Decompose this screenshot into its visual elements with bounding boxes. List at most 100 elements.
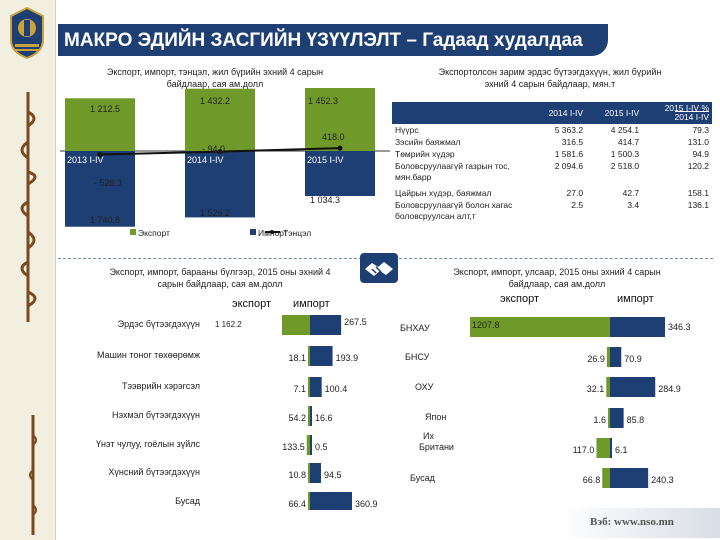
export-bar [308,377,310,397]
country-label: Их [423,431,434,441]
row-value: 94.9 [692,149,709,159]
commodity-label: Тээврийн хэрэгсэл [122,381,200,391]
trade-balance-chart: 2013 I-IV 2014 I-IV 2015 I-IV 1 212.5 1 432.… [60,88,390,238]
table-header-empty [392,102,530,125]
export-value-label: 1.6 [593,415,606,425]
legend-swatch [130,229,136,235]
export-bar [308,346,310,366]
country-label: БНХАУ [400,323,430,333]
chart3-title: Экспорт, импорт, барааны бүлгээр, 2015 о… [109,267,331,289]
import-bar [305,151,375,196]
row-value: 3.4 [627,200,640,210]
row-value: 42.7 [622,188,640,198]
export-bar [602,468,610,488]
export-bar [308,463,310,483]
import-bar [610,347,622,367]
import-bar [185,151,255,218]
export-bar [65,98,135,151]
import-value-label: 1 034.3 [310,195,340,205]
balance-point [337,145,343,151]
import-value-label: 94.5 [324,470,342,480]
import-value-label: 360.9 [355,499,378,509]
title-bar [58,24,608,56]
legend-swatch [250,229,256,235]
row-value: 5 363.2 [554,125,584,135]
row-name: Нүүрс [395,125,419,135]
table-title: Экспортолсон зарим эрдэс бүтээгдэхүүн, ж… [438,67,662,89]
footer-url: Вэб: www.nso.mn [590,516,674,528]
export-bar [185,88,255,151]
export-value-label: 133.5 [282,442,305,452]
pct-sign: % [701,103,709,113]
country-label: Бусад [410,473,436,483]
chart4-export-legend: экспорт [500,293,540,305]
row-value: 2 094.6 [554,161,584,171]
row-value: 4 254.1 [610,125,640,135]
commodity-label: Бусад [175,496,201,506]
import-bar [610,468,649,488]
export-bar [596,438,610,458]
balance-value-label: - 94.0 [202,144,225,154]
import-value-label: 284.9 [658,384,681,394]
export-bar [282,315,310,335]
import-value-label: 100.4 [325,384,348,394]
export-value-label: 32.1 [587,384,605,394]
export-value-label: 66.8 [583,475,601,485]
chart3-import-legend: импорт [293,298,330,310]
import-value-label: 0.5 [315,442,328,452]
table-body: Нүүрс 5 363.2 4 254.1 79.3 Зэсийн баяжмал 316… [392,124,712,227]
row-value: 1 581.6 [554,149,584,159]
import-value-label: 85.8 [627,415,645,425]
export-value-label: 54.2 [288,413,306,423]
import-bar [310,377,322,397]
row-value: 2.5 [571,200,584,210]
table-row: Боловсруулаагүй газрын тос, мян.барр 2 09… [392,160,712,188]
handshake-icon [360,253,398,283]
row-value: 1 500.3 [610,149,640,159]
import-bar [310,406,312,426]
commodity-label: Хүнсний бүтээгдэхүүн [108,467,200,477]
country-trade-chart: БНХАУ 1207.8 346.3 БНСУ 26.9 70.9 ОХУ 32.1 284.9… [400,317,691,488]
category-label: 2015 I-IV [307,155,344,165]
import-bar [610,438,612,458]
export-bar [606,347,610,367]
export-bar [308,406,310,426]
import-bar [310,346,333,366]
row-name: Цайрын хүдэр, баяжмал [395,188,492,198]
country-label: Британи [419,442,454,452]
table-header-row: 2014 I-IV 2015 I-IV 2015 I-IV % 2014 I-I… [392,102,712,125]
balance-point [97,152,103,158]
country-label: Япон [425,412,446,422]
pct-bottom: 2014 I-IV [674,111,709,122]
mineral-exports-table: 2014 I-IV 2015 I-IV 2015 I-IV % 2014 I-I… [392,102,712,226]
chart1-title: Экспорт, импорт, тэнцэл, жил бүрийн эхни… [106,67,324,89]
row-value: 158.1 [687,188,709,198]
commodity-trade-chart: Эрдэс бүтээгдэхүүн 1 162.2 267.5 Машин тоно… [96,315,378,510]
import-bar [610,317,665,337]
export-value-label: 1 162.2 [215,320,242,329]
export-value-label: 1 432.2 [200,96,230,106]
table-row: Боловсруулаагүй болон хагас боловсруулса… [392,199,712,227]
category-label: 2013 I-IV [67,155,104,165]
pct-top: 2015 I-IV [664,103,700,113]
vertical-logo-decoration [29,415,37,535]
category-label: 2014 I-IV [187,155,224,165]
commodity-label: Үнэт чулуу, гоёлын зүйлс [96,439,201,449]
table-row: Төмрийн хүдэр 1 581.6 1 500.3 94.9 [392,148,712,161]
row-value: 27.0 [566,188,584,198]
import-value-label: 1 526.2 [200,208,230,218]
commodity-label: Нэхмэл бүтээгдэхүүн [112,410,200,420]
import-value-label: 6.1 [615,445,628,455]
balance-value-label: - 528.3 [94,178,122,188]
chart4-title: Экспорт, импорт, улсаар, 2015 оны эхний … [453,267,661,289]
row-value: 2 518.0 [610,161,640,171]
export-bar [306,435,310,455]
import-value-label: 16.6 [315,413,333,423]
row-value: 79.3 [692,125,709,135]
mongolia-emblem-icon [10,6,44,60]
country-label: БНСУ [405,352,430,362]
import-bar [65,151,135,227]
import-value-label: 346.3 [668,322,691,332]
commodity-label: Эрдэс бүтээгдэхүүн [118,319,200,329]
legend-marker [270,230,274,234]
